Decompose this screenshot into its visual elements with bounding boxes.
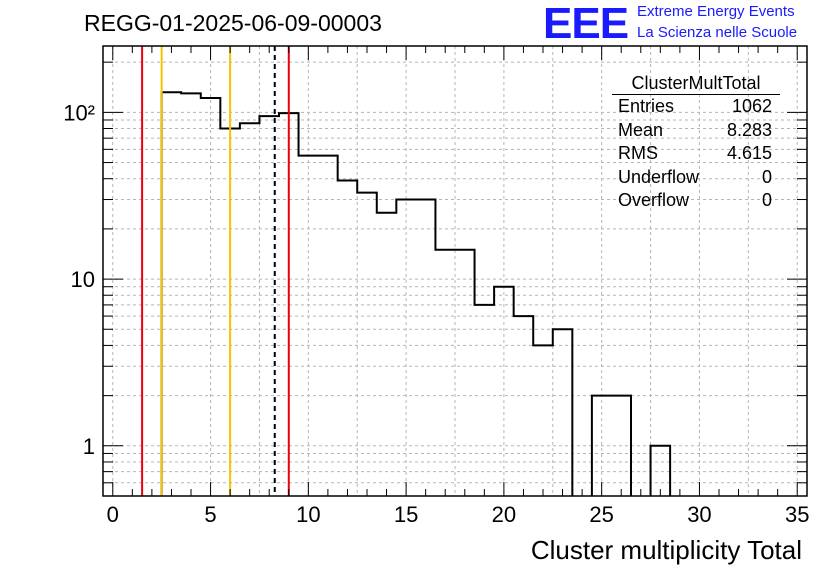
eee-logo: EEE (543, 0, 629, 48)
histogram-bin (162, 92, 182, 496)
stats-value: 1062 (731, 96, 772, 116)
histogram-bin (533, 345, 553, 496)
stats-row: Mean 8.283 (612, 119, 780, 143)
stats-label: Underflow (618, 166, 700, 187)
histogram-bin (475, 305, 495, 496)
vertical-markers (141, 46, 290, 496)
histogram-bin (494, 287, 514, 496)
stats-box: ClusterMultTotal Entries 1062 Mean 8.283… (612, 72, 780, 213)
grid (103, 46, 807, 497)
histogram-bin (240, 123, 260, 496)
stats-row: Underflow 0 (612, 166, 780, 190)
histogram-bin (338, 181, 358, 496)
histogram-bin (377, 213, 397, 496)
x-tick-label: 30 (687, 502, 711, 527)
histogram-bin (259, 116, 279, 496)
tick-labels: 0 5 10 15 20 25 30 35 1 10 10² (63, 100, 809, 527)
histogram-bin (651, 446, 671, 496)
x-tick-label: 10 (296, 502, 320, 527)
logo-subtitle-2: La Scienza nelle Scuole (637, 24, 798, 41)
x-tick-label: 0 (107, 502, 119, 527)
stats-label: Overflow (618, 190, 690, 210)
stats-row: Entries 1062 (612, 95, 780, 119)
x-tick-label: 5 (204, 502, 216, 527)
stats-label: RMS (618, 143, 658, 163)
histogram-bin (553, 329, 573, 496)
stats-value: 0 (761, 190, 772, 210)
plot-frame (102, 45, 808, 497)
axes (102, 45, 808, 497)
histogram-outline (160, 91, 672, 496)
histogram-bin (396, 200, 435, 496)
stats-row: RMS 4.615 (612, 142, 780, 166)
x-tick-label: 25 (589, 502, 613, 527)
stats-value: 8.283 (726, 119, 772, 140)
stats-value: 4.615 (726, 143, 772, 163)
x-tick-label: 15 (394, 502, 418, 527)
stats-label: Entries (618, 96, 675, 116)
y-tick-label: 10 (71, 267, 95, 292)
histogram-bin (181, 93, 201, 496)
stats-label: Mean (618, 119, 664, 140)
histogram-bin (514, 316, 534, 496)
y-tick-label: 10² (63, 100, 95, 125)
histogram-bin (357, 193, 377, 496)
histogram-bars (160, 91, 672, 496)
logo-subtitle-1: Extreme Energy Events (637, 3, 795, 20)
x-axis-label: Cluster multiplicity Total (531, 535, 802, 565)
x-tick-label: 35 (785, 502, 809, 527)
chart-title: REGG-01-2025-06-09-00003 (84, 10, 382, 36)
x-tick-label: 20 (492, 502, 516, 527)
stats-row: Overflow 0 (612, 189, 780, 213)
histogram-bin (435, 250, 474, 496)
histogram-bin (592, 396, 631, 496)
histogram-bin (299, 156, 338, 496)
histogram-bin (201, 98, 221, 496)
stats-value: 0 (761, 166, 772, 187)
stats-title: ClusterMultTotal (612, 72, 780, 95)
y-tick-label: 1 (83, 434, 95, 459)
